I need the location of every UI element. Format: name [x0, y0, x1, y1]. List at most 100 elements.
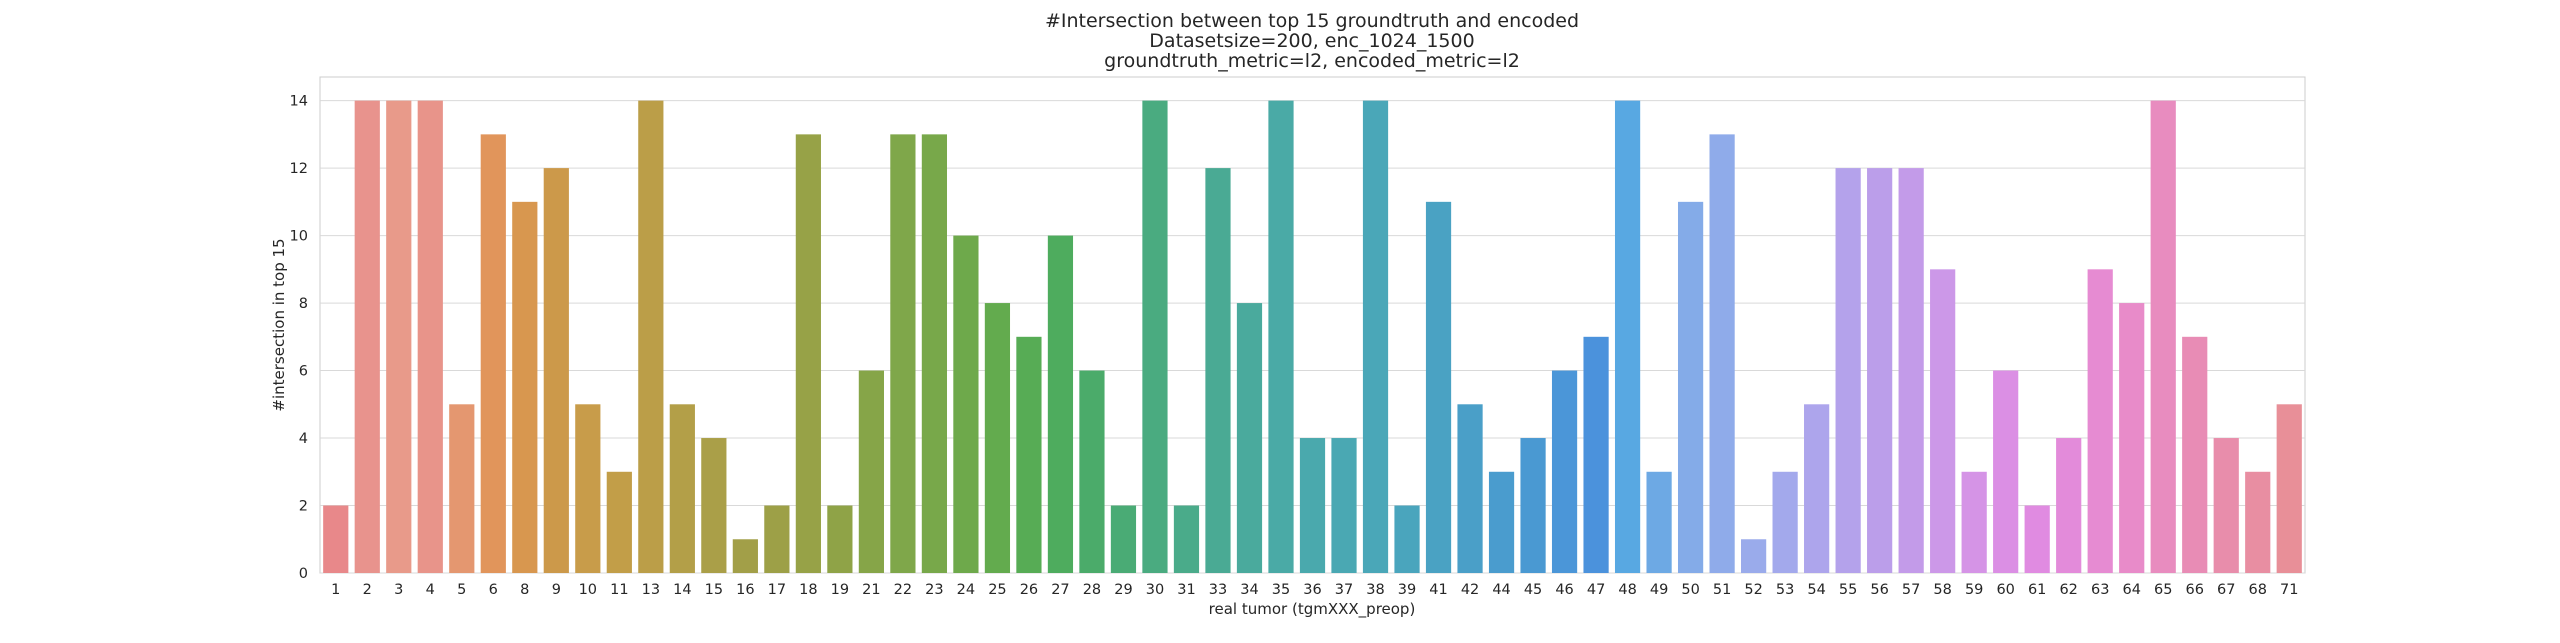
x-tick-label: 10 [579, 582, 597, 598]
bar-34 [1236, 303, 1263, 573]
x-tick-label: 53 [1776, 582, 1794, 598]
y-tick-label: 10 [290, 229, 308, 245]
x-tick-label: 63 [2091, 582, 2109, 598]
bar-64 [2119, 303, 2145, 573]
bar-37 [1331, 438, 1357, 573]
bar-39 [1394, 505, 1420, 573]
x-tick-label: 22 [894, 582, 912, 598]
x-tick-label: 71 [2280, 582, 2298, 598]
x-tick-label: 67 [2217, 582, 2235, 598]
x-tick-label: 42 [1461, 582, 1479, 598]
bar-17 [764, 505, 790, 573]
x-tick-label: 28 [1083, 582, 1101, 598]
x-tick-label: 26 [1020, 582, 1038, 598]
bar-22 [890, 134, 916, 574]
y-tick-label: 2 [299, 499, 308, 515]
bar-61 [2024, 505, 2050, 573]
x-tick-label: 27 [1051, 582, 1069, 598]
bar-56 [1867, 168, 1893, 573]
x-tick-label: 17 [768, 582, 786, 598]
bar-44 [1488, 471, 1515, 573]
bar-1 [323, 505, 349, 573]
y-axis-label: #intersection in top 15 [270, 238, 288, 411]
bar-13 [638, 100, 664, 573]
x-tick-label: 31 [1177, 582, 1195, 598]
bar-19 [827, 505, 853, 573]
x-tick-label: 60 [1996, 582, 2014, 598]
x-tick-label: 68 [2249, 582, 2267, 598]
x-tick-label: 5 [457, 582, 466, 598]
chart-title-line: Datasetsize=200, enc_1024_1500 [1149, 30, 1474, 52]
bar-63 [2087, 269, 2113, 573]
x-tick-label: 16 [736, 582, 754, 598]
y-tick-label: 12 [290, 161, 308, 177]
x-tick-label: 25 [988, 582, 1006, 598]
x-tick-label: 50 [1681, 582, 1699, 598]
bar-29 [1110, 505, 1137, 573]
x-tick-label: 11 [610, 582, 628, 598]
x-tick-label: 15 [705, 582, 723, 598]
x-tick-label: 37 [1335, 582, 1353, 598]
bar-14 [669, 404, 695, 573]
y-tick-label: 4 [299, 431, 308, 447]
bar-68 [2245, 471, 2271, 573]
x-tick-label: 66 [2185, 582, 2203, 598]
bar-66 [2182, 336, 2208, 573]
x-tick-label: 47 [1587, 582, 1605, 598]
bar-51 [1709, 134, 1735, 574]
bar-8 [512, 201, 538, 573]
bar-6 [480, 134, 506, 574]
bar-26 [1016, 336, 1042, 573]
x-tick-label: 2 [363, 582, 372, 598]
x-tick-label: 62 [2059, 582, 2077, 598]
x-tick-label: 46 [1555, 582, 1573, 598]
chart-title: #Intersection between top 15 groundtruth… [1045, 10, 1579, 72]
x-tick-label: 1 [331, 582, 340, 598]
chart-title-line: #Intersection between top 15 groundtruth… [1045, 10, 1579, 32]
x-tick-label: 3 [394, 582, 403, 598]
x-tick-label: 14 [673, 582, 691, 598]
bars [323, 100, 2302, 574]
bar-23 [921, 134, 948, 574]
x-tick-label: 29 [1114, 582, 1132, 598]
bar-53 [1772, 471, 1798, 573]
bar-45 [1520, 438, 1546, 573]
chart-title-line: groundtruth_metric=l2, encoded_metric=l2 [1104, 50, 1520, 72]
bar-38 [1362, 100, 1389, 573]
bar-28 [1079, 370, 1105, 573]
bar-2 [354, 100, 380, 573]
bar-58 [1930, 269, 1956, 573]
x-tick-label: 35 [1272, 582, 1290, 598]
bar-62 [2056, 438, 2082, 573]
bar-46 [1551, 370, 1578, 573]
bar-36 [1299, 438, 1326, 573]
x-tick-label: 24 [957, 582, 975, 598]
bar-24 [953, 235, 979, 574]
bar-16 [732, 539, 758, 573]
bar-3 [386, 100, 412, 573]
x-tick-label: 9 [552, 582, 561, 598]
x-tick-label: 39 [1398, 582, 1416, 598]
x-tick-label: 34 [1240, 582, 1258, 598]
bar-57 [1898, 168, 1924, 573]
x-tick-label: 58 [1933, 582, 1951, 598]
x-tick-label: 56 [1870, 582, 1888, 598]
x-tick-label: 18 [799, 582, 817, 598]
x-tick-label: 41 [1429, 582, 1447, 598]
x-tick-label: 52 [1744, 582, 1762, 598]
x-tick-label: 49 [1650, 582, 1668, 598]
y-tick-label: 14 [290, 94, 308, 110]
bar-18 [795, 134, 821, 574]
bar-30 [1142, 100, 1168, 573]
x-tick-label: 51 [1713, 582, 1731, 598]
x-tick-label: 44 [1492, 582, 1510, 598]
x-tick-label: 59 [1965, 582, 1983, 598]
x-tick-label: 65 [2154, 582, 2172, 598]
bar-15 [701, 438, 727, 573]
y-tick-label: 8 [299, 296, 308, 312]
x-tick-label: 23 [925, 582, 943, 598]
x-tick-label: 30 [1146, 582, 1164, 598]
bar-65 [2150, 100, 2176, 573]
x-tick-label: 4 [426, 582, 435, 598]
